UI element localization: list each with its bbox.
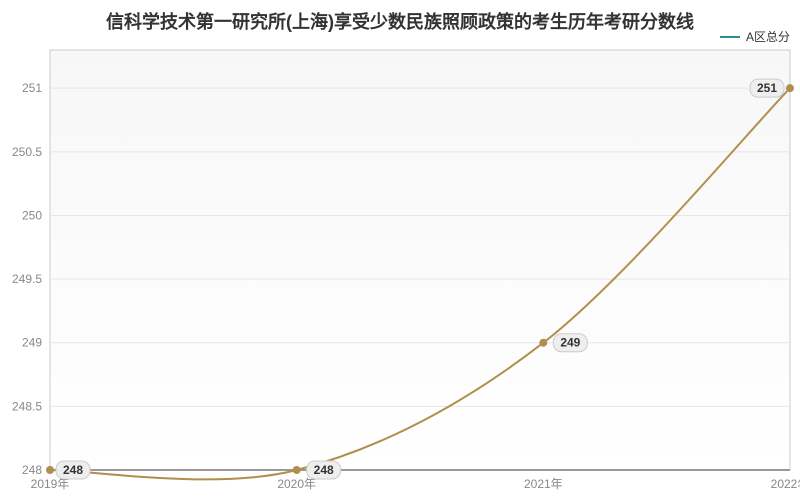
y-tick-label: 248 xyxy=(22,463,42,477)
plot-background xyxy=(50,50,790,470)
data-point[interactable] xyxy=(293,466,301,474)
plot-area: 248248.5249249.5250250.5251 2019年2020年20… xyxy=(0,0,800,500)
point-label-text: 248 xyxy=(314,463,334,477)
y-tick-label: 251 xyxy=(22,81,42,95)
y-tick-label: 249.5 xyxy=(12,272,42,286)
data-point[interactable] xyxy=(786,84,794,92)
x-axis-ticks: 2019年2020年2021年2022年 xyxy=(31,477,800,491)
x-tick-label: 2022年 xyxy=(771,477,800,491)
x-tick-label: 2020年 xyxy=(277,477,316,491)
y-axis-ticks: 248 248.5 249 249.5 250 250.5 251 xyxy=(12,81,42,477)
y-tick-label: 248.5 xyxy=(12,399,42,413)
data-point[interactable] xyxy=(539,339,547,347)
y-tick-label: 250 xyxy=(22,208,42,222)
data-point[interactable] xyxy=(46,466,54,474)
x-tick-label: 2021年 xyxy=(524,477,563,491)
point-label-text: 248 xyxy=(63,463,83,477)
y-tick-label: 249 xyxy=(22,336,42,350)
point-label-text: 251 xyxy=(757,81,777,95)
y-tick-label: 250.5 xyxy=(12,145,42,159)
chart-container: 信科学技术第一研究所(上海)享受少数民族照顾政策的考生历年考研分数线 A区总分B… xyxy=(0,0,800,500)
point-label-text: 249 xyxy=(560,336,580,350)
